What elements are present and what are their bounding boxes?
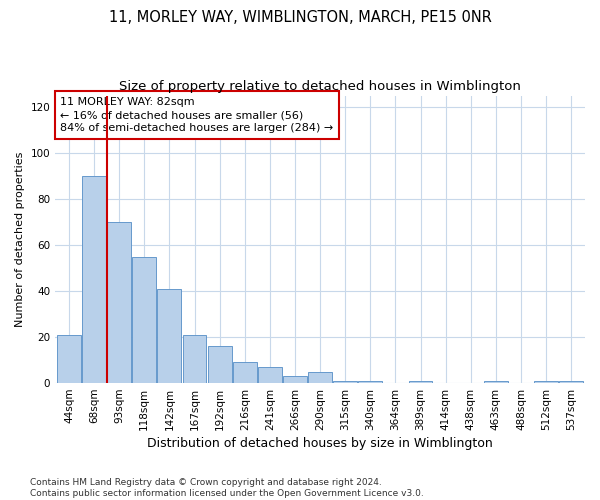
Bar xyxy=(559,381,583,383)
Title: Size of property relative to detached houses in Wimblington: Size of property relative to detached ho… xyxy=(119,80,521,93)
Bar xyxy=(157,289,181,383)
Bar xyxy=(107,222,131,383)
Text: 11 MORLEY WAY: 82sqm
← 16% of detached houses are smaller (56)
84% of semi-detac: 11 MORLEY WAY: 82sqm ← 16% of detached h… xyxy=(61,97,334,134)
Bar xyxy=(57,335,81,383)
Bar xyxy=(308,372,332,383)
Bar xyxy=(358,381,382,383)
Bar xyxy=(208,346,232,383)
Text: 11, MORLEY WAY, WIMBLINGTON, MARCH, PE15 0NR: 11, MORLEY WAY, WIMBLINGTON, MARCH, PE15… xyxy=(109,10,491,25)
Bar xyxy=(534,381,558,383)
Bar xyxy=(333,381,357,383)
X-axis label: Distribution of detached houses by size in Wimblington: Distribution of detached houses by size … xyxy=(147,437,493,450)
Text: Contains HM Land Registry data © Crown copyright and database right 2024.
Contai: Contains HM Land Registry data © Crown c… xyxy=(30,478,424,498)
Bar xyxy=(133,256,156,383)
Bar xyxy=(409,381,433,383)
Bar xyxy=(82,176,106,383)
Bar xyxy=(233,362,257,383)
Bar xyxy=(283,376,307,383)
Bar xyxy=(484,381,508,383)
Y-axis label: Number of detached properties: Number of detached properties xyxy=(15,152,25,327)
Bar xyxy=(182,335,206,383)
Bar xyxy=(258,367,282,383)
